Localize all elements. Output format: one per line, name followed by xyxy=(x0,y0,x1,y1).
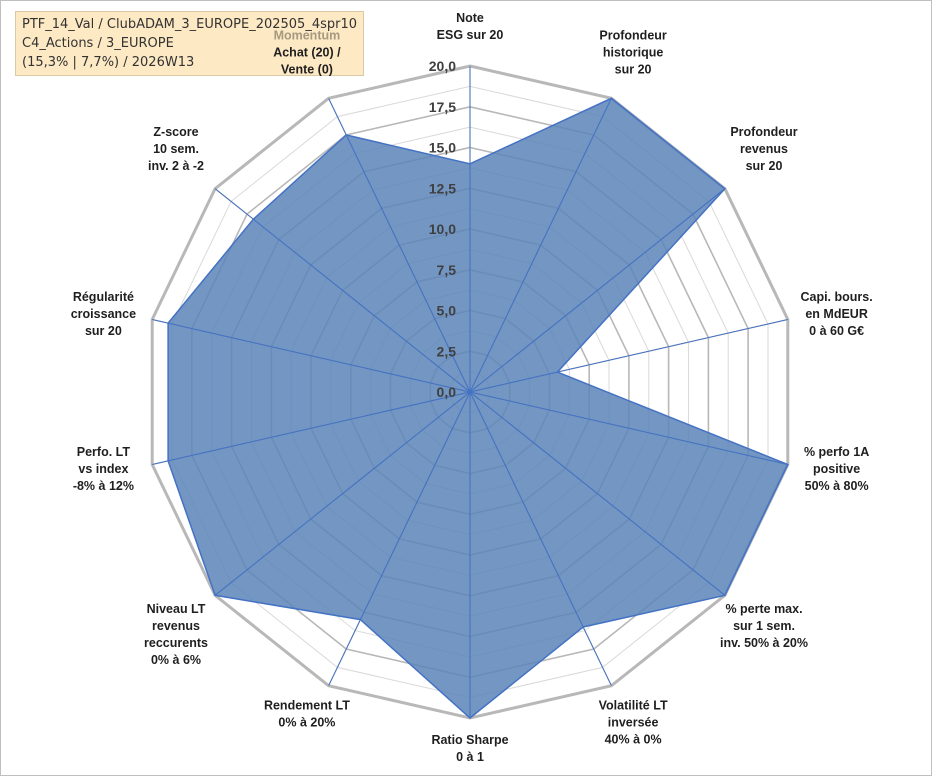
axis-label: Volatilité LT inversée 40% à 0% xyxy=(599,699,668,747)
axis-label-line: Z-score xyxy=(153,125,198,139)
axis-label-line: inv. 2 à -2 xyxy=(148,159,204,173)
radial-tick-label: 12,5 xyxy=(429,180,456,196)
axis-label-line: Vente (0) xyxy=(281,63,333,77)
axis-label-heading: Momentum xyxy=(274,29,341,43)
axis-label-line: revenus xyxy=(740,142,788,156)
radar-spoke-overlay xyxy=(152,391,471,465)
radar-spoke-overlay xyxy=(469,391,612,686)
axis-label: Z-score 10 sem. inv. 2 à -2 xyxy=(148,125,204,173)
axis-label-line: Achat (20) / xyxy=(273,46,341,60)
radar-spoke-overlay xyxy=(328,391,471,686)
axis-label-line: 0% à 20% xyxy=(278,716,335,730)
axis-label: % perfo 1A positive 50% à 80% xyxy=(804,445,869,493)
axis-label-line: historique xyxy=(603,46,663,60)
axis-label-line: 50% à 80% xyxy=(805,479,869,493)
axis-label: Régularité croissance sur 20 xyxy=(71,290,136,338)
axis-label-line: sur 20 xyxy=(746,159,783,173)
axis-label-line: sur 20 xyxy=(85,324,122,338)
axis-label-line: 10 sem. xyxy=(153,142,199,156)
radar-spoke-overlay xyxy=(469,391,726,596)
radar-spoke-overlay xyxy=(469,98,612,393)
axis-label-line: Profondeur xyxy=(730,125,797,139)
radar-spoke-overlay xyxy=(469,391,788,465)
axis-label-line: 0 à 60 G€ xyxy=(809,324,864,338)
radial-tick-label: 20,0 xyxy=(429,58,456,74)
radial-tick-label: 17,5 xyxy=(429,99,456,115)
axis-label-line: revenus xyxy=(152,619,200,633)
axis-label: Perfo. LT vs index -8% à 12% xyxy=(73,445,134,493)
axis-label-line: 0% à 6% xyxy=(151,653,201,667)
axis-label-line: 0 à 1 xyxy=(456,750,484,764)
axis-label-line: sur 20 xyxy=(615,63,652,77)
radar-spoke-overlay xyxy=(469,188,726,393)
axis-label-line: inv. 50% à 20% xyxy=(720,636,808,650)
radial-tick-label: 10,0 xyxy=(429,221,456,237)
axis-label: Niveau LT revenus reccurents 0% à 6% xyxy=(144,602,208,667)
axis-label-line: Capi. bours. xyxy=(800,290,872,304)
axis-label: % perte max. sur 1 sem. inv. 50% à 20% xyxy=(720,602,808,650)
axis-label-line: positive xyxy=(813,462,860,476)
portfolio-info-box: PTF_14_Val / ClubADAM_3_EUROPE_202505_4s… xyxy=(15,11,364,76)
axis-label: Rendement LT 0% à 20% xyxy=(264,699,350,730)
axis-label-line: ESG sur 20 xyxy=(437,28,504,42)
axis-label: Momentum Achat (20) / Vente (0) xyxy=(273,29,341,77)
axis-label-line: -8% à 12% xyxy=(73,479,134,493)
axis-label-line: Note xyxy=(456,11,484,25)
axis-label-line: 40% à 0% xyxy=(605,733,662,747)
info-line-portfolio: PTF_14_Val / ClubADAM_3_EUROPE_202505_4s… xyxy=(22,17,357,32)
axis-label-line: croissance xyxy=(71,307,136,321)
axis-label: Profondeur historique sur 20 xyxy=(599,29,666,77)
radar-spoke-overlay xyxy=(469,319,788,393)
axis-label-line: Ratio Sharpe xyxy=(431,733,508,747)
axis-label-line: Rendement LT xyxy=(264,699,350,713)
axis-label-line: % perte max. xyxy=(725,602,802,616)
info-line-stats: (15,3% | 7,7%) / 2026W13 xyxy=(22,55,195,70)
radial-tick-label: 5,0 xyxy=(437,303,457,319)
axis-label-line: Volatilité LT xyxy=(599,699,668,713)
axis-label: Note ESG sur 20 xyxy=(437,11,504,42)
axis-label-line: Profondeur xyxy=(599,29,666,43)
radar-spoke-overlay xyxy=(214,391,471,596)
axis-label-line: sur 1 sem. xyxy=(733,619,795,633)
radar-series xyxy=(152,66,789,719)
radial-tick-label: 0,0 xyxy=(437,384,457,400)
radial-tick-label: 2,5 xyxy=(437,343,457,359)
axis-label-line: inversée xyxy=(608,716,659,730)
axis-label-line: Niveau LT xyxy=(147,602,206,616)
radar-spoke-overlay xyxy=(152,319,471,393)
radial-tick-label: 15,0 xyxy=(429,140,456,156)
axis-label: Profondeur revenus sur 20 xyxy=(730,125,797,173)
radar-spoke-overlay xyxy=(328,98,471,393)
axis-label-line: en MdEUR xyxy=(805,307,868,321)
axis-labels: Note ESG sur 20 Profondeur historique sur 20… xyxy=(71,11,873,764)
axis-label-line: reccurents xyxy=(144,636,208,650)
axis-label-line: Perfo. LT xyxy=(77,445,131,459)
axis-label-line: % perfo 1A xyxy=(804,445,869,459)
axis-label-line: Régularité xyxy=(73,290,134,304)
radar-spoke-overlay xyxy=(214,188,471,393)
axis-label-line: vs index xyxy=(78,462,128,476)
radial-tick-label: 7,5 xyxy=(437,262,457,278)
info-line-category: C4_Actions / 3_EUROPE xyxy=(22,36,174,51)
axis-label: Ratio Sharpe 0 à 1 xyxy=(431,733,508,764)
axis-label: Capi. bours. en MdEUR 0 à 60 G€ xyxy=(800,290,872,338)
radial-tick-labels: 0,0 2,5 5,0 7,5 10,0 12,5 15,0 17,5 20,0 xyxy=(429,58,456,400)
